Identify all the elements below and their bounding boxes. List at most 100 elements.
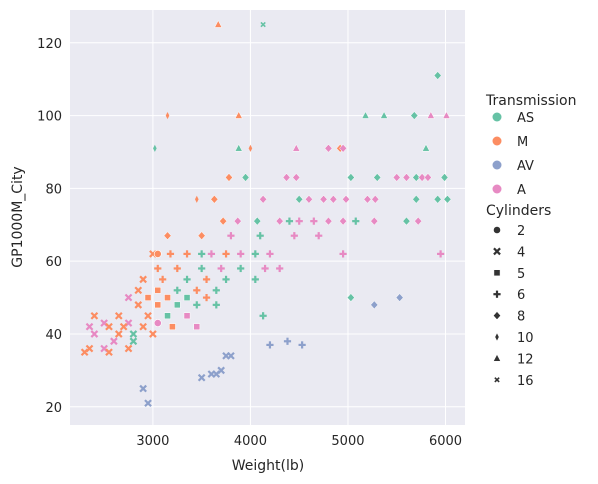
data-point	[261, 264, 269, 273]
data-point	[402, 216, 411, 226]
data-point	[292, 173, 301, 182]
data-point	[212, 286, 220, 294]
data-point	[295, 194, 304, 204]
y-tick-label: 60	[45, 255, 62, 270]
data-point	[266, 341, 274, 349]
legend-label: 8	[517, 310, 525, 325]
legend-marker	[493, 247, 501, 256]
legend-style-item: 4	[493, 245, 525, 260]
data-point	[361, 111, 370, 119]
data-point	[256, 232, 264, 240]
data-point	[324, 216, 333, 226]
data-point	[227, 351, 235, 360]
data-point	[410, 111, 419, 120]
legend-label: 10	[517, 331, 534, 346]
data-point	[183, 312, 191, 320]
legend-style-item: 5	[493, 267, 525, 282]
data-point	[129, 337, 138, 346]
data-point	[421, 143, 431, 152]
data-point	[198, 250, 206, 258]
legend-marker	[493, 290, 501, 298]
data-point	[251, 250, 259, 258]
data-point	[339, 144, 348, 153]
data-point	[166, 250, 175, 258]
data-point	[153, 319, 162, 327]
data-point	[234, 111, 243, 119]
data-point	[283, 337, 292, 345]
legend-label: A	[517, 183, 526, 198]
x-axis-label: Weight(lb)	[232, 458, 304, 474]
data-point	[424, 173, 432, 182]
data-point	[183, 250, 191, 258]
data-point	[241, 173, 250, 182]
data-point	[212, 370, 221, 378]
legend-style-item: 10	[495, 331, 534, 346]
legend-hue-entries: AS M AV A	[492, 111, 534, 198]
x-tick-label: 5000	[331, 434, 364, 449]
data-point	[222, 250, 230, 258]
data-point	[363, 194, 372, 204]
data-point	[259, 194, 268, 204]
data-point	[124, 293, 133, 302]
data-point	[253, 216, 262, 226]
data-point	[237, 264, 245, 273]
legend-hue-item: AS	[492, 111, 534, 126]
legend-style-item: 12	[492, 352, 534, 367]
data-point	[370, 216, 379, 226]
data-point	[217, 264, 225, 273]
x-tick-labels: 3000 4000 5000 6000	[136, 434, 462, 449]
data-point	[233, 216, 242, 226]
x-tick-label: 4000	[234, 434, 267, 449]
y-tick-label: 40	[45, 328, 62, 343]
grid-lines	[70, 10, 465, 425]
data-point	[295, 217, 303, 225]
data-point	[105, 322, 113, 331]
data-point	[210, 194, 219, 204]
data-point	[437, 250, 445, 258]
data-point	[164, 312, 171, 320]
data-point	[207, 250, 216, 258]
legend-label: M	[517, 135, 528, 150]
data-point	[237, 250, 245, 258]
data-point	[197, 373, 206, 382]
data-point	[193, 323, 201, 331]
legend-label: 12	[517, 352, 534, 367]
data-point	[412, 173, 421, 182]
data-point	[315, 232, 323, 240]
legend-style-entries: 2 4 5 6 8 10 12 16	[492, 224, 534, 389]
y-tick-label: 80	[45, 182, 62, 197]
data-point	[251, 275, 259, 283]
legend-style-item: 2	[493, 224, 525, 239]
data-point	[164, 294, 171, 301]
data-point	[373, 173, 382, 182]
y-tick-labels: 20 40 60 80 100 120	[37, 37, 62, 416]
data-point	[154, 286, 162, 294]
legend-label: AV	[517, 159, 534, 174]
data-point	[124, 344, 133, 353]
legend-style-item: 6	[493, 288, 525, 303]
legend-style-title: Cylinders	[486, 203, 551, 219]
data-point	[319, 194, 328, 204]
y-tick-label: 20	[45, 401, 62, 416]
y-axis-label: GP1000M_City	[10, 166, 26, 267]
data-point	[346, 173, 355, 182]
data-point	[173, 301, 181, 309]
data-point	[144, 294, 152, 301]
data-point	[225, 173, 233, 182]
data-points	[80, 20, 452, 407]
data-point	[442, 111, 451, 119]
data-point	[144, 311, 152, 320]
data-point	[222, 275, 230, 283]
plot-area	[70, 10, 465, 425]
legend-label: 4	[517, 245, 525, 260]
data-point	[380, 111, 389, 119]
data-point	[193, 286, 201, 294]
legend-label: 6	[517, 288, 525, 303]
data-point	[153, 250, 162, 258]
data-point	[418, 173, 427, 182]
legend-swatch	[492, 160, 502, 170]
data-point	[197, 231, 206, 241]
data-point	[154, 264, 162, 273]
data-point	[402, 173, 411, 182]
data-point	[183, 294, 191, 301]
